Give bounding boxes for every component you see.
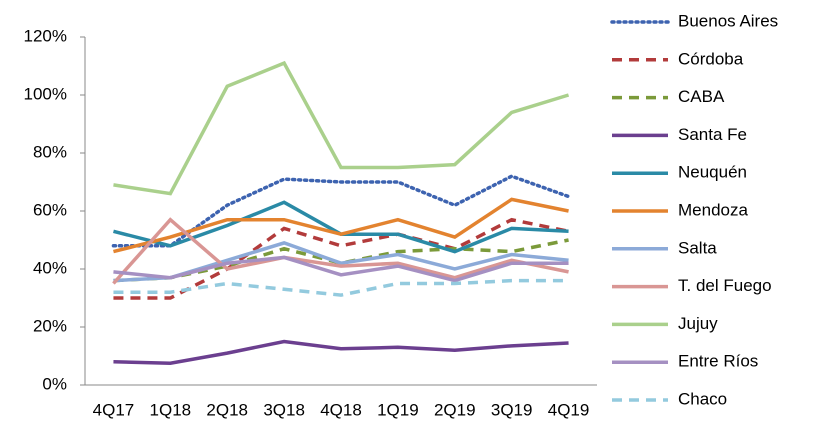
y-tick-label: 0% [42, 374, 67, 393]
series-line [113, 339, 569, 366]
x-tick-label: 4Q19 [548, 400, 590, 419]
legend-label: Entre Ríos [678, 352, 758, 371]
series-line [113, 197, 569, 254]
series-line [113, 255, 569, 283]
legend-label: Chaco [678, 389, 727, 408]
x-tick-label: 3Q19 [491, 400, 533, 419]
legend-label: CABA [678, 87, 725, 106]
y-tick-label: 80% [33, 142, 67, 161]
x-tick-label: 2Q18 [206, 400, 248, 419]
legend-label: Santa Fe [678, 125, 747, 144]
y-tick-label: 120% [24, 26, 67, 45]
x-tick-label: 4Q18 [320, 400, 362, 419]
legend-label: Neuquén [678, 163, 747, 182]
series-line [112, 217, 569, 285]
x-tick-label: 3Q18 [263, 400, 305, 419]
series-line [113, 217, 569, 300]
x-tick-label: 4Q17 [93, 400, 135, 419]
legend-label: Jujuy [678, 314, 718, 333]
legend-label: Buenos Aires [678, 11, 778, 30]
x-tick-label: 2Q19 [434, 400, 476, 419]
series-line [113, 278, 569, 297]
x-tick-label: 1Q18 [150, 400, 192, 419]
y-tick-label: 20% [33, 316, 67, 335]
legend-label: T. del Fuego [678, 276, 772, 295]
legend-label: Salta [678, 238, 717, 257]
legend-label: Mendoza [678, 200, 748, 219]
x-tick-label: 1Q19 [377, 400, 419, 419]
series-line [113, 60, 570, 196]
y-tick-label: 40% [33, 258, 67, 277]
y-tick-label: 100% [24, 84, 67, 103]
legend-label: Córdoba [678, 49, 744, 68]
y-tick-label: 60% [33, 200, 67, 219]
